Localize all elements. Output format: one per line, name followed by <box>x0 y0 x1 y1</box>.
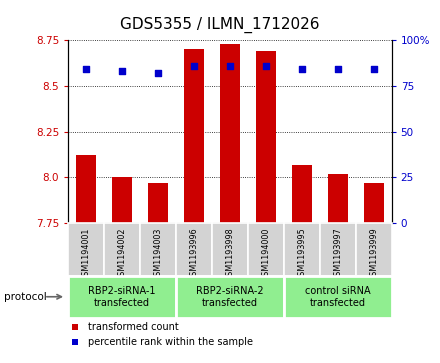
Bar <box>148 183 168 223</box>
Bar <box>68 223 104 276</box>
Point <box>370 66 377 72</box>
Bar <box>356 223 392 276</box>
Bar <box>176 276 284 318</box>
Text: percentile rank within the sample: percentile rank within the sample <box>88 337 253 347</box>
Point <box>83 66 90 72</box>
Text: GSM1194003: GSM1194003 <box>154 228 162 281</box>
Bar <box>284 276 392 318</box>
Point <box>334 66 341 72</box>
Point <box>298 66 305 72</box>
Bar <box>364 183 384 223</box>
Bar <box>328 174 348 223</box>
Text: GSM1194000: GSM1194000 <box>261 228 270 281</box>
Text: GSM1193995: GSM1193995 <box>297 228 306 281</box>
Bar <box>292 164 312 223</box>
Bar <box>212 223 248 276</box>
Text: control siRNA
transfected: control siRNA transfected <box>305 286 370 307</box>
Point <box>119 68 126 74</box>
Text: GSM1194001: GSM1194001 <box>82 228 91 281</box>
Bar <box>104 223 140 276</box>
Bar <box>176 223 212 276</box>
Text: transformed count: transformed count <box>88 322 178 332</box>
Point <box>154 70 161 76</box>
Text: GSM1193996: GSM1193996 <box>190 228 198 281</box>
Text: protocol: protocol <box>4 292 47 302</box>
Bar <box>112 178 132 223</box>
Point <box>262 63 269 69</box>
Text: RBP2-siRNA-1
transfected: RBP2-siRNA-1 transfected <box>88 286 156 307</box>
Text: GSM1193997: GSM1193997 <box>333 228 342 281</box>
Bar <box>68 276 176 318</box>
Bar <box>248 223 284 276</box>
Point <box>191 63 198 69</box>
Bar <box>320 223 356 276</box>
Text: GDS5355 / ILMN_1712026: GDS5355 / ILMN_1712026 <box>120 16 320 33</box>
Bar <box>140 223 176 276</box>
Text: GSM1194002: GSM1194002 <box>117 228 127 281</box>
Bar <box>76 155 96 223</box>
Bar <box>256 51 276 223</box>
Text: RBP2-siRNA-2
transfected: RBP2-siRNA-2 transfected <box>196 286 264 307</box>
Point <box>227 63 234 69</box>
Text: GSM1193998: GSM1193998 <box>225 228 235 281</box>
Bar <box>220 44 240 223</box>
Text: GSM1193999: GSM1193999 <box>369 228 378 281</box>
Bar <box>284 223 320 276</box>
Bar <box>184 49 204 223</box>
